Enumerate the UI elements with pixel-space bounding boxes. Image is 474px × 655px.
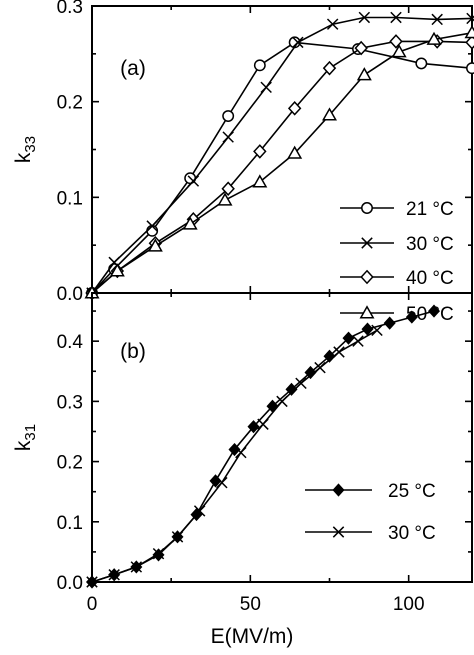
panel-a-data-point [287,145,303,159]
panel-b-data-point [405,310,418,324]
panel-a-data-point [431,13,443,26]
panel-b-data-point [304,365,317,380]
panel-a-data-point [146,224,159,237]
panel-b-data-point [228,442,241,457]
panel-b-legend-marker [332,526,345,538]
panel-b-frame [91,292,473,583]
panel-a-data-point [222,110,235,122]
panel-a-data-point [464,25,474,39]
panel-b-ytick-label: 0.1 [57,513,83,534]
panel-a-legend-marker [361,237,373,249]
panel-b-data-point [285,382,298,396]
panel-a-data-point [390,11,402,24]
panel-a-ytick-label: 0.1 [57,188,83,209]
panel-a-series-line [91,41,473,294]
panel-b-data-point [247,420,260,434]
panel-b-ytick-label: 0.0 [57,573,83,594]
panel-a-data-point [260,81,272,94]
panel-a-data-point [354,40,368,56]
panel-b-series-line [91,329,378,583]
panel-b-data-point [295,377,307,390]
panel-a-legend-marker [360,269,374,285]
panel-a-data-point [356,67,372,81]
panel-b-data-point [171,531,184,543]
panel-b-data-point [352,335,364,347]
panel-a-series-line [91,40,473,294]
panel-b-xtick-label: 100 [393,594,425,615]
panel-b-data-point [361,322,374,336]
panel-a-label: (a) [120,57,146,80]
panel-a-series-line [91,16,473,294]
panel-a-legend-marker [361,202,373,214]
panel-a-data-point [466,12,474,25]
panel-b-data-point [333,346,345,358]
panel-b-data-point [323,349,336,363]
panel-a-data-point [389,34,403,49]
panel-a-data-point [326,18,339,30]
panel-a-data-point [109,263,125,277]
panel-a-data-point [465,35,474,50]
panel-b-data-point [257,418,269,430]
panel-a-data-point [253,59,266,72]
panel-a-data-point [253,144,267,159]
panel-a-legend-label: 50 °C [406,304,454,325]
panel-b-legend-marker [332,483,345,497]
panel-b-data-point [86,576,98,588]
panel-b-data-point [108,569,120,581]
panel-a-data-point [466,62,474,75]
panel-b-data-point [130,561,143,573]
panel-a-data-point [287,101,302,116]
panel-a-series-4 [84,25,474,299]
panel-b-ytick-label: 0.2 [57,453,83,474]
panel-a-legend-label: 40 °C [406,268,454,289]
panel-a-series-2 [86,11,474,299]
panel-b-data-point [276,395,288,408]
panel-b-series-2 [86,324,383,588]
panel-b-x-axis-label: E(MV/m) [211,625,294,648]
panel-a-data-point [322,60,337,76]
panel-a-data-point [415,57,428,70]
panel-a-data-point [146,220,158,232]
panel-b-data-point [342,331,355,345]
panel-b-data-point [314,361,326,374]
panel-a-data-point [147,238,163,252]
panel-b-legend-label: 25 °C [388,481,436,502]
panel-b-data-point [152,547,165,560]
panel-b-data-point [371,324,383,337]
panel-a-legend-label: 21 °C [406,199,454,220]
panel-a-ytick-label: 0.0 [57,284,83,305]
panel-a-data-point [358,11,371,24]
panel-b-data-point [216,476,228,489]
panel-a-y-axis-label: k33 [12,136,39,163]
panel-a-data-point [252,174,268,188]
panel-a-data-point [391,44,407,58]
panel-a-data-point [292,36,304,49]
panel-b-ytick-label: 0.4 [57,332,84,353]
panel-b-data-point [427,304,441,318]
panel-a-data-point [221,181,235,197]
panel-b-xtick-label: 50 [240,594,261,615]
panel-b-data-point [193,505,206,517]
panel-b-data-point [235,446,247,459]
panel-b-legend-label: 30 °C [388,523,436,544]
panel-b-label: (b) [120,340,146,363]
panel-b-data-point [383,316,396,330]
panel-b-ytick-label: 0.3 [57,392,83,413]
panel-a-legend-label: 30 °C [406,234,454,255]
panel-a-ytick-label: 0.2 [57,93,83,114]
panel-a-data-point [187,175,200,187]
panel-a-data-point [182,216,198,230]
panel-a-data-point [322,107,337,121]
panel-b-y-axis-label: k31 [12,424,39,451]
panel-a-data-point [222,131,234,143]
panel-a-legend-marker [359,305,375,319]
panel-a-ytick-label: 0.3 [57,0,83,18]
panel-b-xtick-label: 0 [87,594,98,615]
panel-a-data-point [426,31,442,45]
panel-a-data-point [217,192,233,206]
